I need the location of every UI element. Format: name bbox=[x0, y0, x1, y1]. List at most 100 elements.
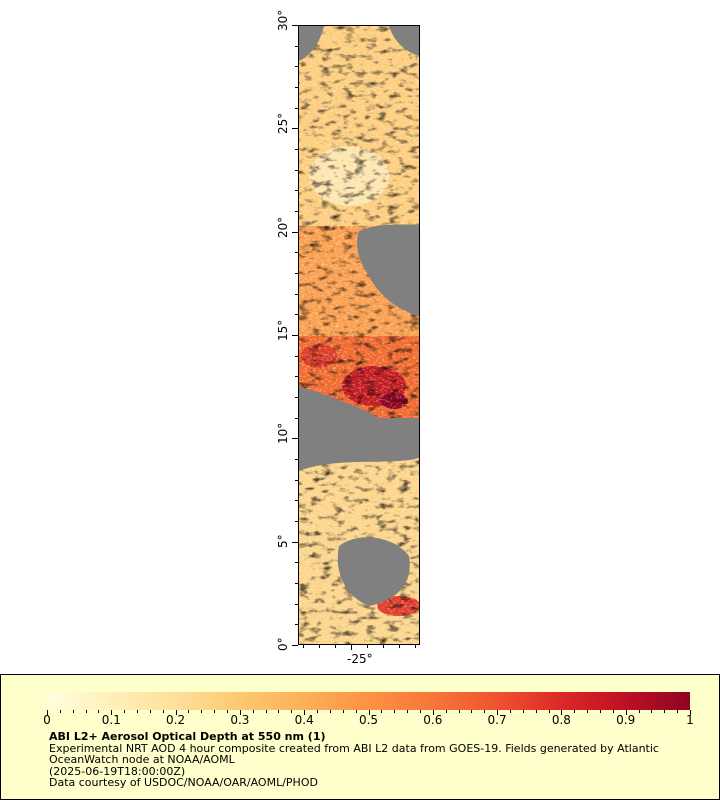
colorbar-tick bbox=[638, 710, 640, 713]
longitude-tick bbox=[415, 645, 416, 648]
colorbar-tick bbox=[201, 710, 203, 713]
latitude-tick bbox=[292, 231, 298, 233]
longitude-tick bbox=[319, 645, 320, 648]
colorbar-tick bbox=[664, 710, 666, 713]
colorbar-tick bbox=[548, 710, 550, 713]
latitude-tick bbox=[295, 45, 298, 47]
latitude-label: 0° bbox=[276, 637, 290, 651]
colorbar-tick bbox=[111, 710, 113, 715]
latitude-tick bbox=[295, 273, 298, 274]
colorbar-tick bbox=[497, 710, 499, 715]
latitude-tick bbox=[292, 25, 298, 26]
latitude-tick bbox=[295, 521, 298, 522]
latitude-label: 15° bbox=[276, 319, 290, 341]
colorbar-label: 0.3 bbox=[230, 713, 250, 727]
longitude-tick bbox=[399, 645, 400, 648]
colorbar-tick bbox=[625, 710, 627, 715]
colorbar-tick bbox=[239, 710, 241, 715]
colorbar-tick bbox=[214, 710, 216, 713]
colorbar-tick bbox=[677, 710, 679, 713]
latitude-tick bbox=[295, 211, 298, 212]
colorbar-tick bbox=[291, 710, 293, 713]
colorbar-tick bbox=[162, 710, 164, 713]
latitude-tick bbox=[295, 603, 298, 605]
latitude-tick bbox=[295, 87, 298, 88]
colorbar-tick bbox=[85, 710, 87, 713]
colorbar-label: 0.9 bbox=[616, 713, 636, 727]
colorbar-tick bbox=[329, 710, 331, 713]
latitude-tick bbox=[295, 376, 298, 378]
latitude-tick bbox=[295, 314, 298, 316]
missing-data-patch bbox=[337, 537, 410, 606]
colorbar-label: 1 bbox=[686, 713, 694, 727]
latitude-label: 10° bbox=[276, 423, 290, 445]
missing-data-patch bbox=[357, 224, 419, 316]
colorbar-label: 0.2 bbox=[166, 713, 186, 727]
latitude-tick bbox=[295, 459, 298, 460]
latitude-tick bbox=[292, 128, 298, 130]
colorbar-tick bbox=[394, 710, 396, 713]
aod-map[interactable] bbox=[298, 25, 420, 645]
latitude-tick bbox=[295, 355, 298, 357]
longitude-tick bbox=[351, 645, 352, 650]
latitude-tick bbox=[295, 397, 298, 398]
colorbar-tick bbox=[612, 710, 614, 713]
legend-panel: 0 0.1 0.2 0.3 0.4 0.5 0.6 0.7 0.8 0.9 1 ABI L2+ Ae… bbox=[0, 674, 720, 800]
missing-data-patch bbox=[299, 386, 419, 471]
latitude-tick bbox=[295, 190, 298, 192]
colorbar-tick bbox=[304, 710, 306, 715]
colorbar-tick bbox=[227, 710, 229, 713]
colorbar-tick bbox=[599, 710, 601, 713]
aod-field-image bbox=[299, 26, 419, 644]
colorbar-label: 0.6 bbox=[423, 713, 443, 727]
latitude-tick bbox=[295, 562, 298, 564]
longitude-label: -25° bbox=[347, 652, 373, 666]
colorbar-tick bbox=[47, 710, 48, 715]
longitude-tick bbox=[303, 645, 304, 648]
latitude-tick bbox=[295, 169, 298, 171]
missing-data-patch bbox=[389, 26, 419, 56]
colorbar-tick bbox=[574, 710, 576, 713]
latitude-tick bbox=[295, 252, 298, 254]
colorbar-tick bbox=[651, 710, 653, 713]
latitude-tick bbox=[295, 66, 298, 68]
colorbar-tick bbox=[522, 710, 524, 713]
colorbar-tick bbox=[59, 710, 61, 713]
colorbar-tick bbox=[149, 710, 151, 713]
colorbar-tick bbox=[535, 710, 537, 713]
longitude-tick bbox=[335, 645, 336, 648]
legend-credit: Data courtesy of USDOC/NOAA/OAR/AOML/PHO… bbox=[49, 776, 318, 790]
colorbar-tick bbox=[561, 710, 563, 715]
latitude-tick bbox=[295, 500, 298, 502]
colorbar-tick bbox=[458, 710, 460, 713]
colorbar-tick bbox=[342, 710, 344, 713]
colorbar-label: 0.8 bbox=[551, 713, 571, 727]
latitude-label: 20° bbox=[276, 216, 290, 238]
colorbar-label: 0.5 bbox=[358, 713, 379, 727]
latitude-label: 5° bbox=[276, 534, 290, 548]
latitude-tick bbox=[295, 479, 298, 481]
colorbar-tick bbox=[252, 710, 254, 713]
colorbar-tick bbox=[690, 710, 691, 715]
latitude-tick bbox=[292, 335, 298, 336]
colorbar-tick bbox=[419, 710, 421, 713]
colorbar-tick bbox=[445, 710, 447, 713]
legend-timestamp: (2025-06-19T18:00:00Z) bbox=[49, 764, 186, 778]
colorbar-label: 0.1 bbox=[101, 713, 121, 727]
missing-data-patch bbox=[299, 26, 324, 61]
aod-colorbar bbox=[47, 692, 690, 710]
legend-title: ABI L2+ Aerosol Optical Depth at 550 nm … bbox=[49, 730, 326, 743]
legend-text: ABI L2+ Aerosol Optical Depth at 550 nm … bbox=[49, 731, 709, 789]
colorbar-tick bbox=[381, 710, 383, 713]
colorbar-tick bbox=[509, 710, 511, 713]
longitude-tick bbox=[383, 645, 384, 648]
colorbar-tick bbox=[265, 710, 267, 713]
latitude-label: 30° bbox=[276, 9, 290, 31]
latitude-tick bbox=[295, 293, 298, 295]
latitude-label: 25° bbox=[276, 113, 290, 135]
colorbar-label: 0.4 bbox=[294, 713, 314, 727]
latitude-tick bbox=[292, 645, 298, 646]
latitude-tick bbox=[292, 438, 298, 440]
colorbar-tick bbox=[98, 710, 100, 713]
latitude-tick bbox=[295, 417, 298, 419]
